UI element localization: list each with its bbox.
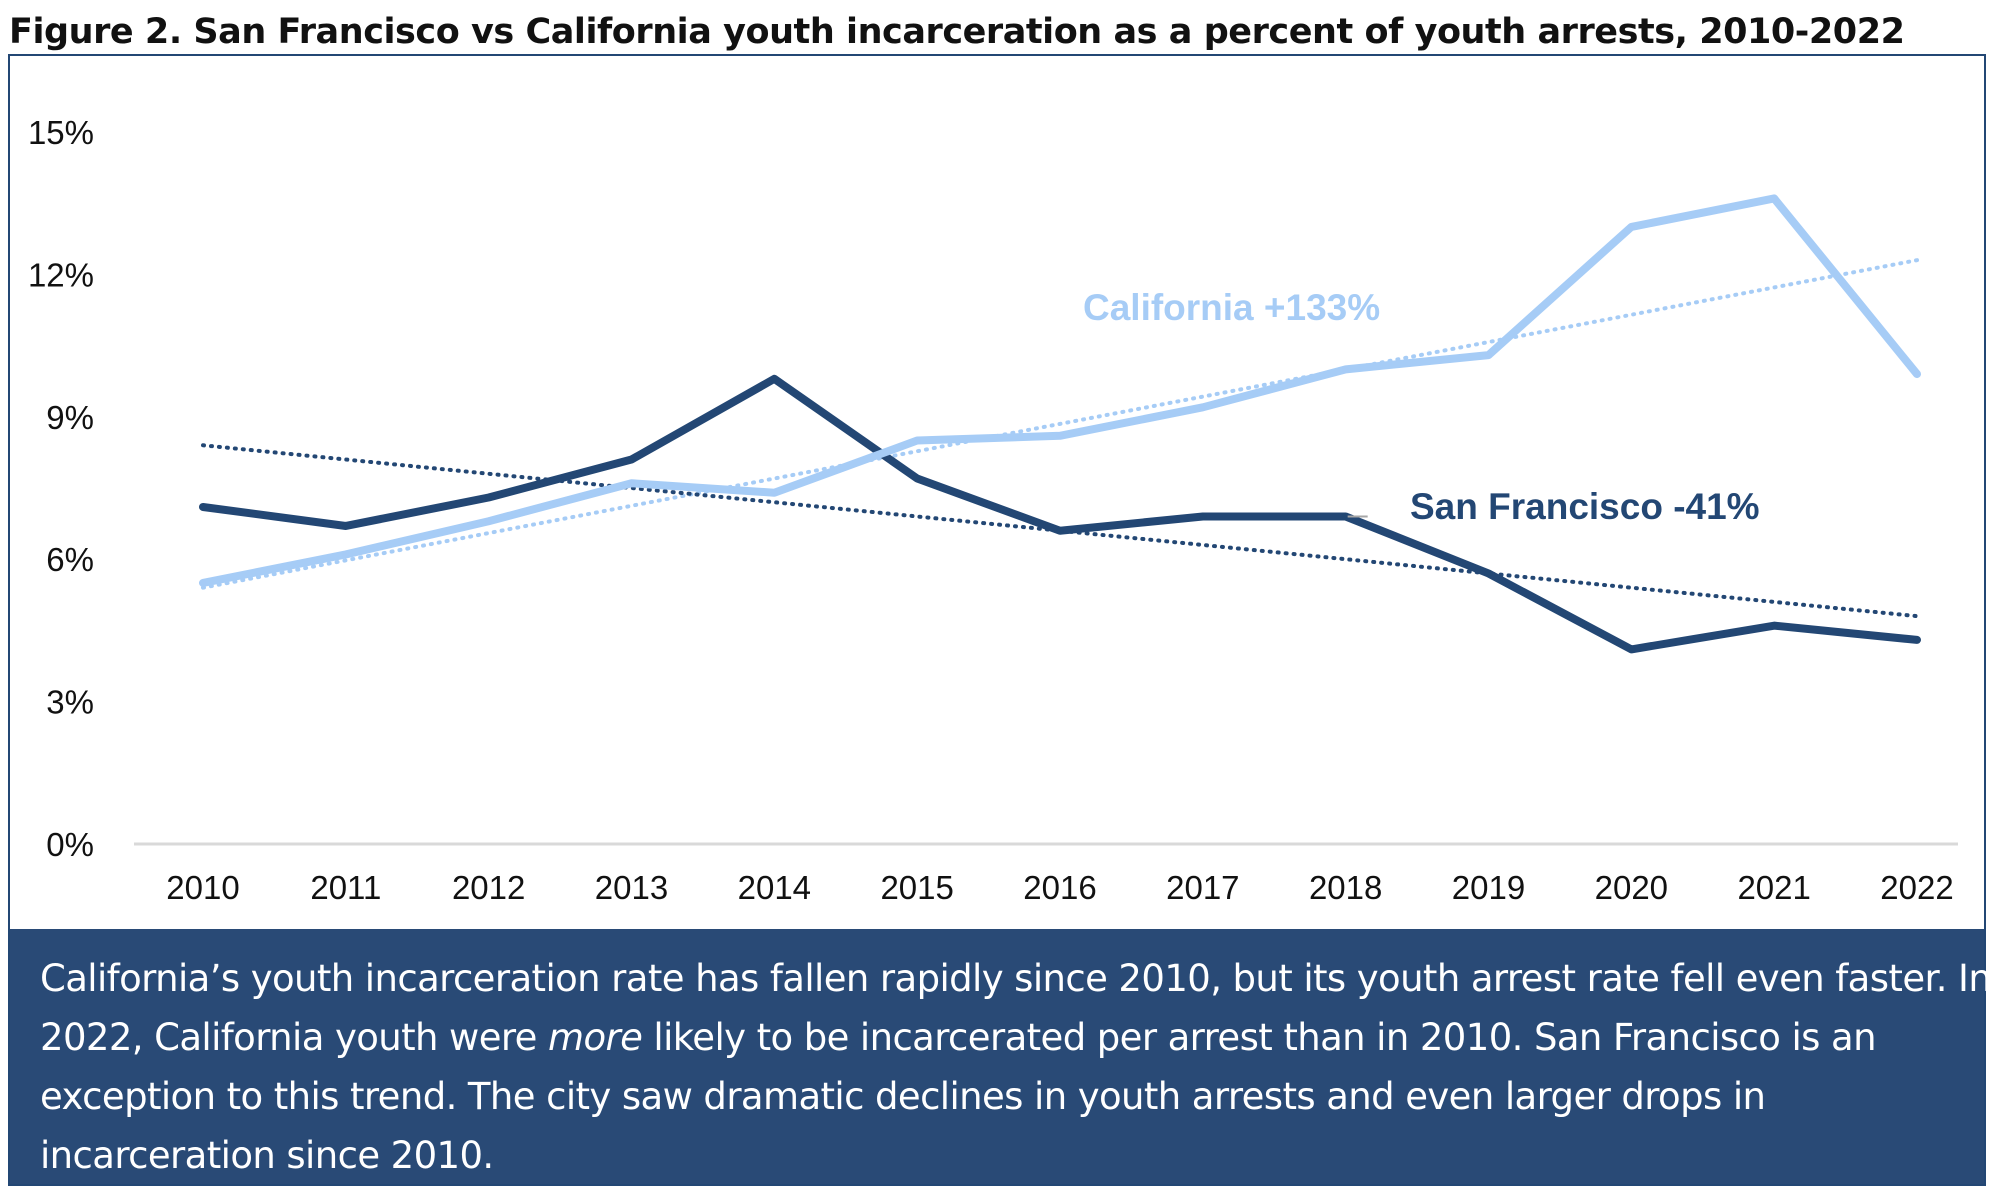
california-trendline [201,258,1919,590]
x-tick-label: 2019 [1452,869,1525,906]
caption-line-2-end: likely to be incarcerated per arrest tha… [642,1016,1876,1059]
caption-line-2: 2022, California youth were more likely … [40,1008,1956,1067]
caption-line-1: California’s youth incarceration rate ha… [40,957,1992,1000]
san-francisco-data-point [342,522,350,530]
x-tick-label: 2012 [452,869,525,906]
california-data-point [1056,432,1064,440]
chart-frame: 0% 3% 6% 9% 12% 15% 2010 2011 2012 2013 2014 2015 20… [8,54,1986,1186]
california-data-point [1485,351,1493,359]
california-data-point [913,437,921,445]
san-francisco-data-point [1199,512,1207,520]
california-data-point [1627,223,1635,231]
california-data-point [199,579,207,587]
san-francisco-data-point [1913,636,1921,644]
san-francisco-data-point [1485,569,1493,577]
x-tick-label: 2013 [595,869,668,906]
x-tick-label: 2011 [310,869,381,906]
caption-line-3: exception to this trend. The city saw dr… [40,1075,1766,1118]
california-data-point [485,517,493,525]
chart-caption: California’s youth incarceration rate ha… [10,929,1992,1184]
y-tick-label: 0% [46,826,94,863]
y-tick-label: 6% [46,541,94,578]
x-tick-label: 2014 [738,869,811,906]
san-francisco-data-point [485,493,493,501]
x-tick-label: 2020 [1595,869,1668,906]
y-tick-label: 12% [28,256,94,293]
california-data-point [770,489,778,497]
california-data-point [1199,403,1207,411]
y-tick-label: 15% [28,114,94,151]
california-series-line [199,194,1921,587]
x-tick-label: 2016 [1023,869,1096,906]
x-tick-label: 2022 [1880,869,1953,906]
california-annotation: California +133% [1083,287,1380,328]
san-francisco-data-point [913,475,921,483]
page-title: Figure 2. San Francisco vs California yo… [9,12,1905,52]
y-tick-label: 3% [46,684,94,721]
san-francisco-trendline [201,443,1919,619]
san-francisco-data-point [628,456,636,464]
california-data-point [342,550,350,558]
line-chart: 0% 3% 6% 9% 12% 15% 2010 2011 2012 2013 2014 2015 20… [28,114,1958,906]
california-data-point [1770,194,1778,202]
x-tick-label: 2010 [166,869,239,906]
x-tick-label: 2018 [1309,869,1382,906]
x-tick-label: 2017 [1166,869,1239,906]
san-francisco-annotation: San Francisco -41% [1410,486,1760,527]
y-tick-label: 9% [46,399,94,436]
san-francisco-data-point [770,375,778,383]
california-data-point [1913,370,1921,378]
san-francisco-series-line [199,374,1921,654]
san-francisco-data-point [1770,622,1778,630]
san-francisco-data-point [1627,645,1635,653]
san-francisco-data-point [199,503,207,511]
caption-line-2-start: 2022, California youth were [40,1016,548,1059]
caption-line-4: incarceration since 2010. [40,1134,494,1177]
california-data-point [628,479,636,487]
x-tick-label: 2015 [880,869,953,906]
san-francisco-data-point [1056,527,1064,535]
caption-emphasis: more [548,1016,643,1059]
california-data-point [1342,365,1350,373]
x-tick-label: 2021 [1737,869,1810,906]
